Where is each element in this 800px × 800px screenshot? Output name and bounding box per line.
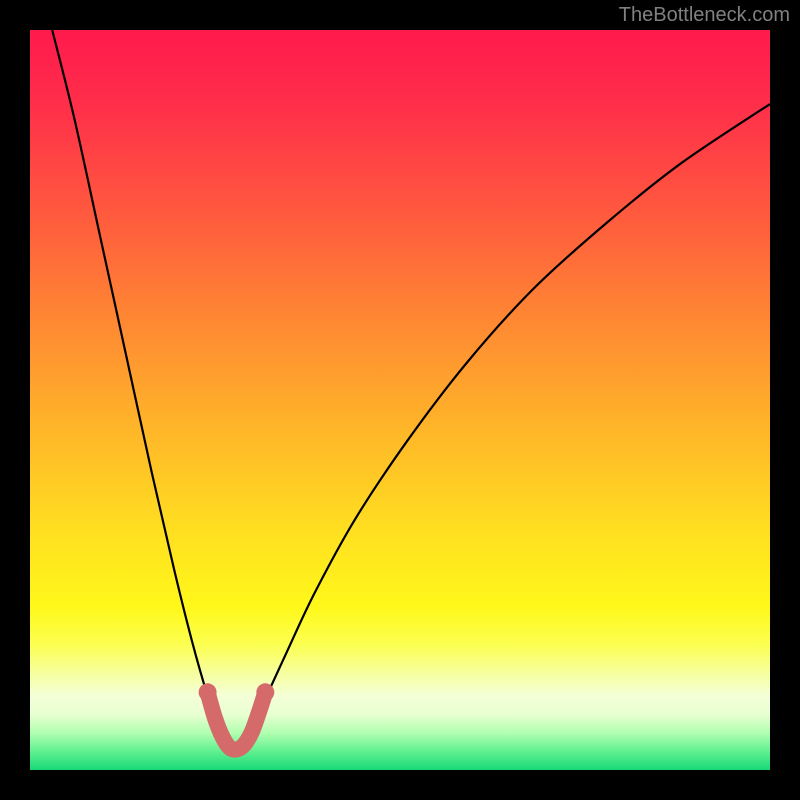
curve-layer <box>30 30 770 770</box>
frame-bottom <box>0 770 800 800</box>
bottom-marker-dot-left <box>199 683 217 701</box>
attribution-text: TheBottleneck.com <box>619 4 790 27</box>
frame-left <box>0 0 30 800</box>
frame-right <box>770 0 800 800</box>
bottleneck-curve-left <box>52 30 233 752</box>
bottleneck-curve-right <box>234 104 771 752</box>
bottom-marker-dot-right <box>256 683 274 701</box>
bottom-marker-path <box>208 692 266 749</box>
plot-area <box>30 30 770 770</box>
